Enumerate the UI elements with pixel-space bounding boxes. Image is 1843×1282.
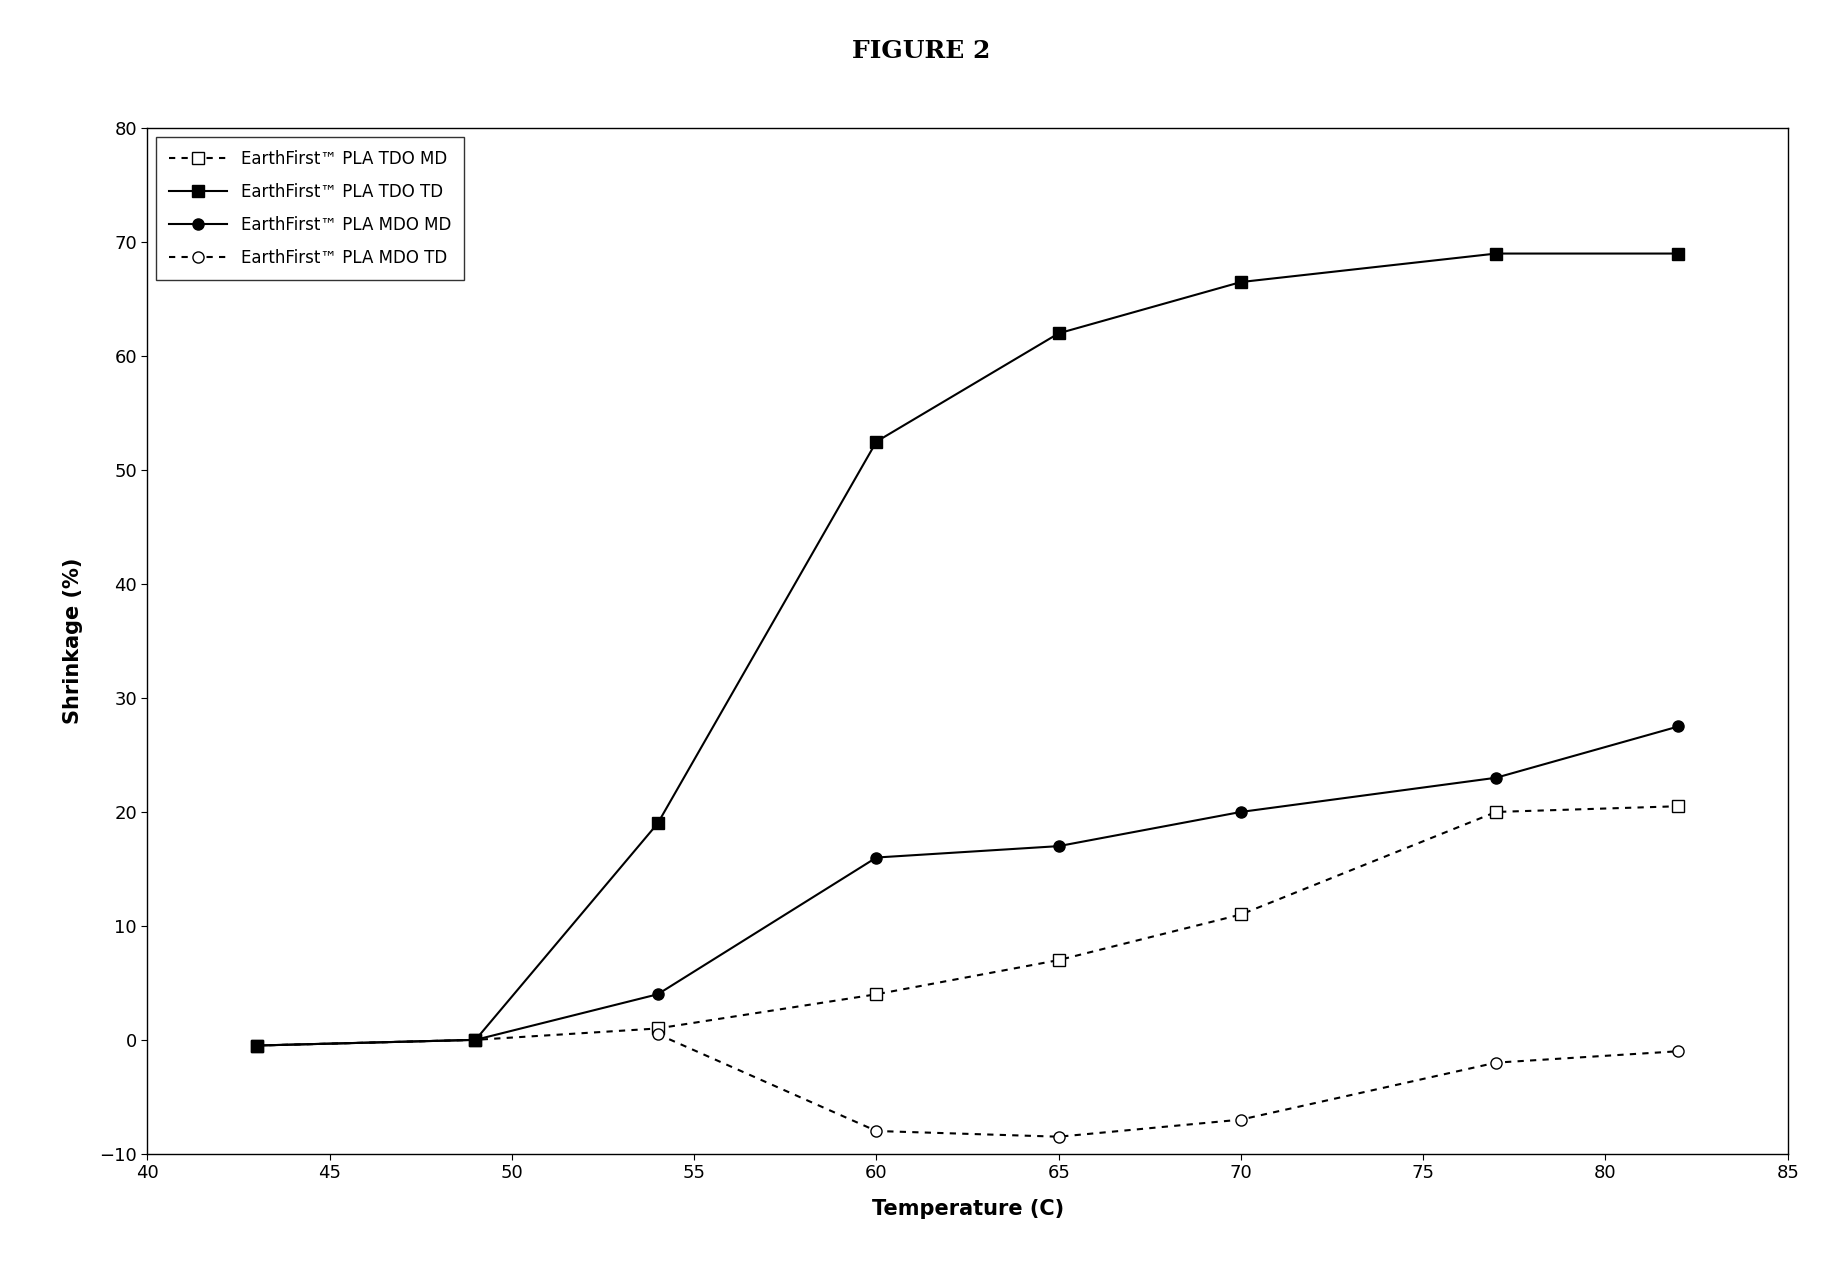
EarthFirst™ PLA MDO MD xyxy=(245,1038,267,1054)
EarthFirst™ PLA MDO MD xyxy=(647,987,669,1003)
EarthFirst™ PLA TDO MD xyxy=(1047,953,1069,968)
EarthFirst™ PLA TDO MD xyxy=(245,1038,267,1054)
EarthFirst™ PLA MDO MD xyxy=(1485,770,1508,786)
EarthFirst™ PLA TDO TD xyxy=(1229,274,1251,290)
EarthFirst™ PLA TDO MD xyxy=(464,1032,487,1047)
EarthFirst™ PLA TDO TD xyxy=(647,815,669,831)
Line: EarthFirst™ PLA TDO MD: EarthFirst™ PLA TDO MD xyxy=(251,801,1685,1051)
Line: EarthFirst™ PLA TDO TD: EarthFirst™ PLA TDO TD xyxy=(251,247,1685,1051)
EarthFirst™ PLA MDO TD xyxy=(1485,1055,1508,1070)
EarthFirst™ PLA MDO MD xyxy=(1668,719,1690,735)
EarthFirst™ PLA TDO MD xyxy=(647,1020,669,1036)
Line: EarthFirst™ PLA MDO MD: EarthFirst™ PLA MDO MD xyxy=(251,720,1685,1051)
EarthFirst™ PLA TDO MD xyxy=(1485,804,1508,819)
EarthFirst™ PLA TDO MD xyxy=(1229,906,1251,922)
X-axis label: Temperature (C): Temperature (C) xyxy=(872,1199,1063,1219)
EarthFirst™ PLA MDO TD xyxy=(1229,1111,1251,1127)
EarthFirst™ PLA MDO TD xyxy=(1668,1044,1690,1059)
Y-axis label: Shrinkage (%): Shrinkage (%) xyxy=(63,558,83,724)
EarthFirst™ PLA TDO TD xyxy=(866,433,888,449)
EarthFirst™ PLA TDO MD xyxy=(866,987,888,1003)
Text: FIGURE 2: FIGURE 2 xyxy=(851,40,992,63)
EarthFirst™ PLA MDO MD xyxy=(1047,838,1069,854)
EarthFirst™ PLA MDO MD xyxy=(464,1032,487,1047)
EarthFirst™ PLA TDO TD xyxy=(245,1038,267,1054)
EarthFirst™ PLA MDO MD xyxy=(866,850,888,865)
EarthFirst™ PLA MDO TD xyxy=(1047,1129,1069,1145)
EarthFirst™ PLA TDO TD xyxy=(1485,246,1508,262)
Line: EarthFirst™ PLA MDO TD: EarthFirst™ PLA MDO TD xyxy=(652,1028,1685,1142)
EarthFirst™ PLA TDO TD xyxy=(1668,246,1690,262)
EarthFirst™ PLA MDO TD xyxy=(647,1027,669,1042)
EarthFirst™ PLA MDO TD xyxy=(866,1123,888,1138)
EarthFirst™ PLA MDO MD xyxy=(1229,804,1251,819)
EarthFirst™ PLA TDO TD xyxy=(464,1032,487,1047)
Legend: EarthFirst™ PLA TDO MD, EarthFirst™ PLA TDO TD, EarthFirst™ PLA MDO MD, EarthFir: EarthFirst™ PLA TDO MD, EarthFirst™ PLA … xyxy=(157,137,464,281)
EarthFirst™ PLA TDO TD xyxy=(1047,326,1069,341)
EarthFirst™ PLA TDO MD xyxy=(1668,799,1690,814)
